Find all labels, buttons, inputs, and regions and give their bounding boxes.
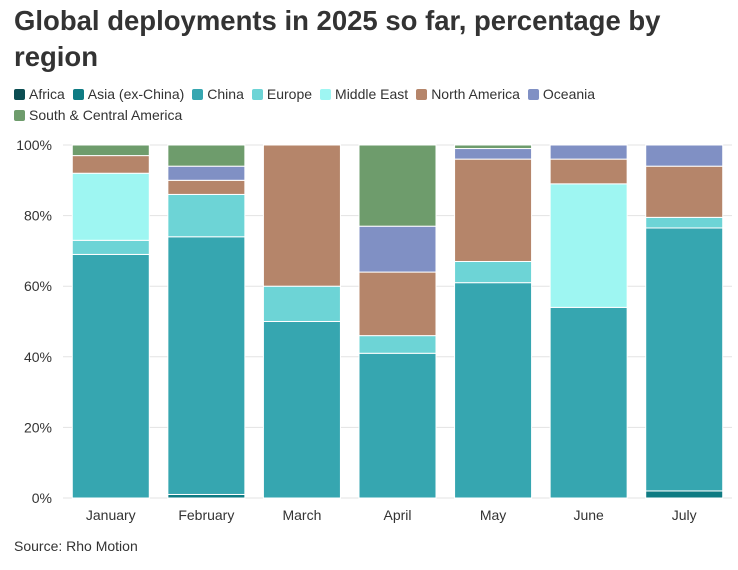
bar-segment: [167, 179, 246, 195]
y-tick-label: 60%: [24, 278, 52, 294]
legend-item: North America: [416, 84, 520, 105]
legend-label: Asia (ex-China): [87, 86, 185, 102]
bar-segment: [167, 236, 246, 495]
x-tick-label: February: [178, 507, 234, 523]
bar-segment: [454, 158, 533, 262]
bar-segment: [71, 239, 150, 255]
bar-segment: [167, 144, 246, 167]
legend-label: Oceania: [542, 86, 596, 102]
y-tick-label: 20%: [24, 419, 52, 435]
bar-segment: [71, 144, 150, 157]
source-note: Source: Rho Motion: [14, 538, 138, 554]
bar-segment: [358, 225, 437, 273]
legend-label: Africa: [29, 86, 65, 102]
bar-segment: [71, 155, 150, 174]
chart-title: Global deployments in 2025 so far, perce…: [14, 5, 661, 72]
legend-swatch: [72, 89, 84, 100]
x-tick-label: March: [282, 507, 321, 523]
bar-segment: [645, 165, 724, 218]
bar-segment: [358, 352, 437, 499]
y-tick-label: 80%: [24, 208, 52, 224]
bar-segment: [358, 144, 437, 227]
bar-segment: [645, 216, 724, 229]
bar-segment: [454, 148, 533, 160]
legend-item: Oceania: [527, 84, 596, 105]
legend-swatch: [192, 89, 204, 100]
legend-item: South & Central America: [14, 105, 182, 126]
bar-segment: [454, 260, 533, 284]
y-tick-label: 0%: [32, 490, 52, 506]
bar-segment: [454, 282, 533, 499]
y-tick-label: 100%: [16, 137, 52, 153]
bar-segment: [454, 144, 533, 150]
bar-segment: [645, 490, 724, 499]
legend-swatch: [14, 89, 25, 100]
bar-segment: [549, 306, 628, 499]
legend-item: Europe: [251, 84, 313, 105]
x-tick-label: April: [383, 507, 411, 523]
bar-segment: [262, 321, 341, 499]
x-tick-label: January: [86, 507, 136, 523]
bar-segment: [645, 144, 724, 167]
x-tick-label: May: [480, 507, 506, 523]
legend-label: South & Central America: [29, 107, 183, 123]
stacked-bar-chart: 0% 20% 40% 60% 80% 100% January February March Ap…: [16, 137, 732, 523]
bar-segment: [262, 285, 341, 322]
legend-item: Africa: [14, 84, 65, 105]
legend-item: Asia (ex-China): [72, 84, 185, 105]
legend: Africa Asia (ex-China) China Europe Middle E…: [14, 84, 714, 126]
legend-swatch: [527, 89, 539, 100]
legend-label: Middle East: [335, 86, 409, 102]
legend-label: North America: [431, 86, 520, 102]
bar-segment: [167, 165, 246, 181]
x-tick-label: June: [573, 507, 604, 523]
bar-segment: [358, 271, 437, 337]
bar-segment: [549, 158, 628, 185]
legend-item: Middle East: [320, 84, 408, 105]
y-tick-label: 40%: [24, 349, 52, 365]
legend-swatch: [251, 89, 263, 100]
legend-swatch: [320, 89, 332, 100]
bar-segment: [645, 227, 724, 492]
bar-segment: [71, 253, 150, 499]
bar-segment: [167, 493, 246, 499]
legend-label: Europe: [266, 86, 313, 102]
x-tick-label: July: [672, 507, 697, 523]
legend-label: China: [207, 86, 244, 102]
bar-segment: [549, 183, 628, 308]
bar-segment: [71, 172, 150, 241]
bar-segment: [549, 144, 628, 160]
legend-swatch: [416, 89, 428, 100]
bar-segment: [167, 193, 246, 238]
bar-segment: [358, 335, 437, 354]
legend-item: China: [192, 84, 244, 105]
bar-segment: [262, 144, 341, 287]
legend-swatch: [14, 110, 25, 121]
